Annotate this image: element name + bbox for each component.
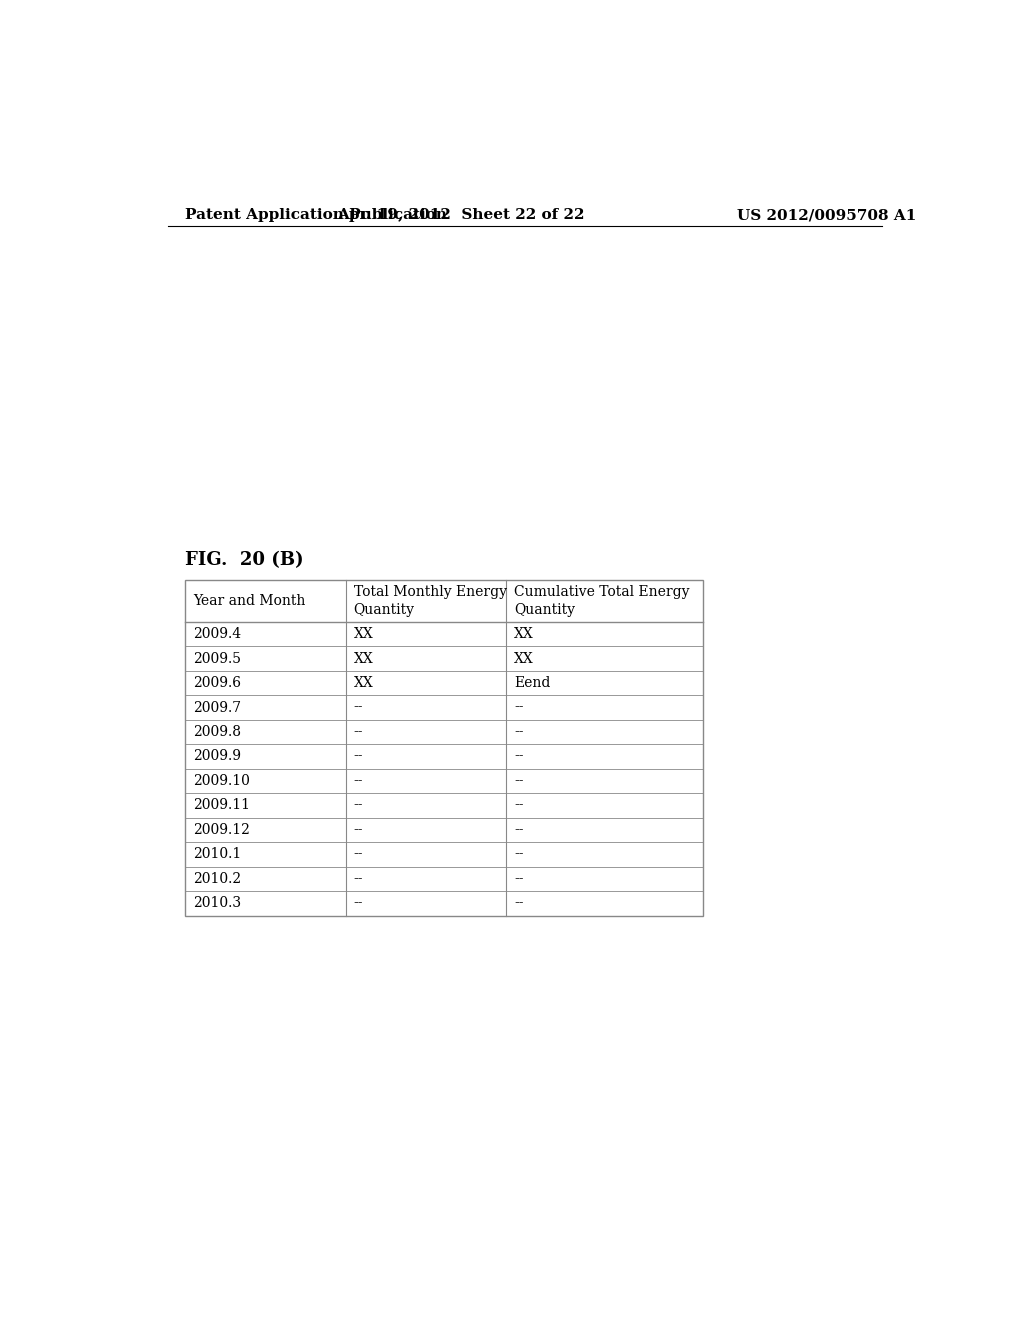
Text: --: -- (353, 822, 364, 837)
Text: --: -- (353, 774, 364, 788)
Text: --: -- (353, 725, 364, 739)
Bar (185, 581, 703, 916)
Text: 2009.6: 2009.6 (194, 676, 241, 690)
Text: US 2012/0095708 A1: US 2012/0095708 A1 (736, 209, 916, 222)
Text: --: -- (353, 750, 364, 763)
Text: 2009.10: 2009.10 (194, 774, 250, 788)
Text: 2009.8: 2009.8 (194, 725, 241, 739)
Text: --: -- (514, 725, 524, 739)
Text: XX: XX (514, 652, 535, 665)
Text: 2010.3: 2010.3 (194, 896, 242, 911)
Text: 2010.1: 2010.1 (194, 847, 242, 862)
Text: 2009.7: 2009.7 (194, 701, 242, 714)
Text: Year and Month: Year and Month (194, 594, 305, 609)
Text: FIG.  20 (B): FIG. 20 (B) (185, 550, 304, 569)
Text: Apr. 19, 2012  Sheet 22 of 22: Apr. 19, 2012 Sheet 22 of 22 (338, 209, 585, 222)
Text: --: -- (514, 701, 524, 714)
Text: 2009.11: 2009.11 (194, 799, 250, 812)
Text: --: -- (514, 822, 524, 837)
Text: --: -- (353, 873, 364, 886)
Text: Total Monthly Energy
Quantity: Total Monthly Energy Quantity (353, 585, 507, 618)
Text: --: -- (514, 774, 524, 788)
Text: --: -- (514, 896, 524, 911)
Text: --: -- (514, 750, 524, 763)
Text: Patent Application Publication: Patent Application Publication (185, 209, 447, 222)
Text: XX: XX (353, 652, 374, 665)
Text: 2009.4: 2009.4 (194, 627, 242, 642)
Text: 2010.2: 2010.2 (194, 873, 242, 886)
Text: XX: XX (353, 676, 374, 690)
Text: --: -- (353, 799, 364, 812)
Text: 2009.5: 2009.5 (194, 652, 241, 665)
Text: 2009.12: 2009.12 (194, 822, 250, 837)
Text: --: -- (353, 701, 364, 714)
Text: --: -- (514, 873, 524, 886)
Text: --: -- (514, 799, 524, 812)
Text: --: -- (353, 896, 364, 911)
Text: 2009.9: 2009.9 (194, 750, 241, 763)
Text: XX: XX (353, 627, 374, 642)
Text: --: -- (514, 847, 524, 862)
Text: Eend: Eend (514, 676, 551, 690)
Text: Cumulative Total Energy
Quantity: Cumulative Total Energy Quantity (514, 585, 690, 618)
Text: XX: XX (514, 627, 535, 642)
Text: --: -- (353, 847, 364, 862)
